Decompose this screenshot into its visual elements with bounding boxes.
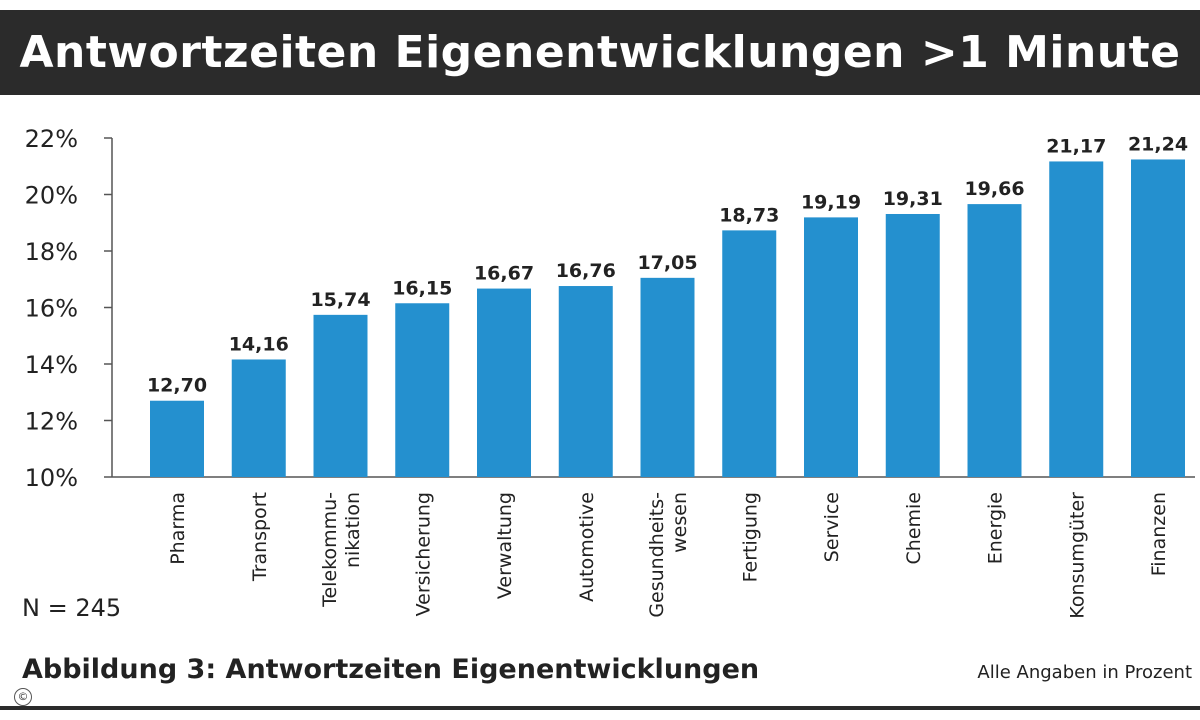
svg-text:Gesundheits-: Gesundheits- [646,492,668,618]
y-tick-label: 16% [25,295,78,323]
data-label: 19,66 [964,178,1024,200]
svg-text:Konsumgüter: Konsumgüter [1066,492,1088,619]
svg-text:Pharma: Pharma [167,492,189,565]
bottom-rule [0,706,1200,710]
svg-text:Finanzen: Finanzen [1148,492,1170,576]
y-tick-label: 22% [25,125,78,153]
x-tick-label: Telekommu-nikation [319,492,364,608]
bar [313,314,368,477]
data-label: 16,76 [556,260,616,282]
data-label: 15,74 [310,289,370,311]
x-tick-label: Gesundheits-wesen [646,492,691,618]
data-label: 19,19 [801,191,861,213]
data-label: 18,73 [719,204,779,226]
y-tick-label: 14% [25,351,78,379]
bar [967,204,1022,478]
svg-text:nikation: nikation [342,492,364,568]
x-tick-label: Fertigung [739,492,761,582]
svg-text:Energie: Energie [985,492,1007,564]
svg-text:wesen: wesen [669,492,691,553]
x-tick-label: Automotive [576,492,598,602]
title-bar: Antwortzeiten Eigenentwicklungen >1 Minu… [0,10,1200,95]
chart-title: Antwortzeiten Eigenentwicklungen >1 Minu… [19,27,1181,78]
data-label: 19,31 [883,188,943,210]
y-tick-label: 10% [25,464,78,492]
y-tick-label: 12% [25,408,78,436]
y-tick-label: 20% [25,182,78,210]
figure-caption: Abbildung 3: Antwortzeiten Eigenentwickl… [22,654,760,685]
x-tick-label: Versicherung [412,492,434,616]
bar [395,303,450,477]
copyright-icon: © [14,688,32,706]
bar [722,230,777,477]
svg-text:Service: Service [821,492,843,562]
x-tick-label: Verwaltung [494,492,516,599]
x-tick-label: Transport [249,492,271,582]
data-label: 14,16 [229,333,289,355]
svg-text:Fertigung: Fertigung [739,492,761,582]
svg-text:Telekommu-: Telekommu- [319,492,341,608]
data-label: 21,17 [1046,135,1106,157]
data-label: 12,70 [147,375,207,397]
data-label: 21,24 [1128,133,1188,155]
bar [804,217,858,477]
x-tick-label: Service [821,492,843,562]
x-tick-label: Pharma [167,492,189,565]
x-tick-label: Konsumgüter [1066,492,1088,619]
data-label: 16,15 [392,277,452,299]
y-tick-label: 18% [25,238,78,266]
bar [885,213,940,477]
x-tick-label: Finanzen [1148,492,1170,576]
sample-size: N = 245 [22,594,122,622]
x-tick-label: Chemie [903,492,925,564]
svg-text:Automotive: Automotive [576,492,598,602]
bar [477,288,531,477]
x-tick-label: Energie [985,492,1007,564]
bar [1131,159,1185,477]
svg-text:Versicherung: Versicherung [412,492,434,616]
bar [558,286,613,477]
bar [150,400,204,477]
bar [640,277,695,477]
data-label: 17,05 [637,252,697,274]
svg-text:Transport: Transport [249,492,271,582]
data-label: 16,67 [474,263,534,285]
bar [1049,161,1104,477]
svg-text:Chemie: Chemie [903,492,925,564]
svg-text:Verwaltung: Verwaltung [494,492,516,599]
units-note: Alle Angaben in Prozent [977,662,1192,683]
bar [231,359,286,477]
